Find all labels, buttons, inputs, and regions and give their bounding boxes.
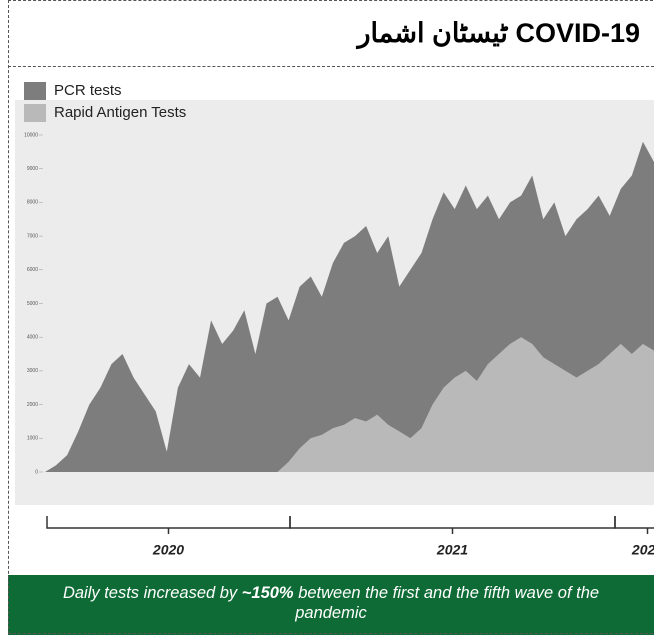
chart: 0 1000 2000 3000 4000 5000 6000 7000 8000 9000 100… <box>15 82 654 558</box>
legend-label: Rapid Antigen Tests <box>54 104 186 121</box>
y-tick-label: 3000 <box>27 368 38 374</box>
y-tick-label: 2000 <box>27 402 38 408</box>
y-tick-label: 0 <box>35 469 38 475</box>
footer: Daily tests increased by ~150% between t… <box>8 575 654 635</box>
legend-swatch <box>24 104 46 122</box>
footer-highlight: ~150% <box>241 584 294 602</box>
y-tick-label: 1000 <box>27 436 38 442</box>
footer-text: Daily tests increased by <box>62 584 242 602</box>
frame <box>8 0 654 634</box>
y-tick-label: 6000 <box>27 267 38 273</box>
year-bracket <box>614 516 654 534</box>
year-label: 2022 <box>631 542 654 558</box>
y-tick-label: 10000 <box>24 132 38 138</box>
legend-label: PCR tests <box>54 82 122 99</box>
year-label: 2021 <box>436 542 468 558</box>
legend-swatch <box>24 82 46 100</box>
title: ٹیسٹان اشمار COVID-19 <box>357 18 641 48</box>
y-tick-label: 4000 <box>27 335 38 341</box>
year-label: 2020 <box>152 542 184 558</box>
y-tick-label: 5000 <box>27 301 38 307</box>
y-tick-label: 7000 <box>27 233 38 239</box>
area <box>45 337 654 472</box>
area <box>45 141 654 473</box>
y-tick-label: 9000 <box>27 166 38 172</box>
separator <box>8 66 654 67</box>
y-tick-label: 8000 <box>27 200 38 206</box>
footer-text: between the first and the fifth wave of … <box>293 584 600 622</box>
